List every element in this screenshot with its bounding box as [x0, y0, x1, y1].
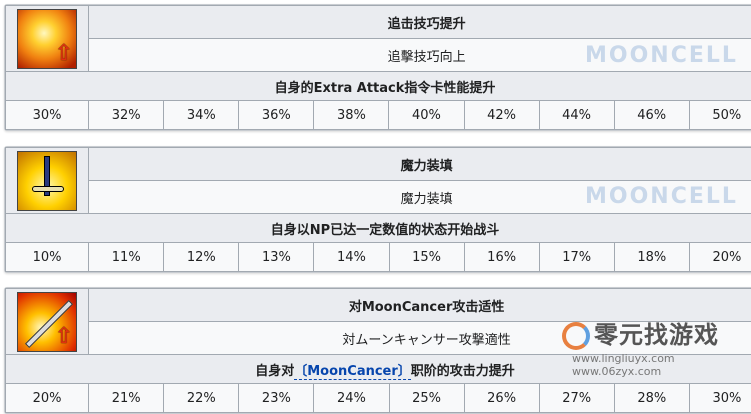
level-value: 20%	[689, 243, 751, 272]
level-value: 20%	[6, 384, 89, 413]
level-value: 17%	[539, 243, 614, 272]
skill-name: 对MoonCancer攻击适性	[89, 289, 751, 322]
level-value: 12%	[164, 243, 239, 272]
level-value: 13%	[239, 243, 314, 272]
level-value: 21%	[89, 384, 164, 413]
level-value: 30%	[689, 384, 751, 413]
level-value: 11%	[89, 243, 164, 272]
skill-card-1: ⇧ 追击技巧提升 追擊技巧向上 自身的Extra Attack指令卡性能提升 3…	[4, 4, 751, 131]
level-value: 34%	[164, 101, 239, 130]
skill-card-2: 魔力装填 魔力装填 自身以NP已达一定数值的状态开始战斗 10%11%12%13…	[4, 146, 751, 273]
skill-name-jp: 追擊技巧向上	[89, 39, 751, 72]
skill-description: 自身对〔MoonCancer〕职阶的攻击力提升	[6, 355, 751, 384]
level-value: 38%	[314, 101, 389, 130]
skill-card-3: ⇧ 对MoonCancer攻击适性 対ムーンキャンサー攻撃適性 自身对〔Moon…	[4, 287, 751, 414]
mooncancer-link[interactable]: 〔MoonCancer〕	[294, 364, 411, 380]
level-value: 46%	[614, 101, 689, 130]
level-value: 18%	[614, 243, 689, 272]
level-value: 16%	[464, 243, 539, 272]
level-value: 28%	[614, 384, 689, 413]
skill-name-jp: 対ムーンキャンサー攻撃適性	[89, 322, 751, 355]
desc-text: 自身对	[255, 364, 294, 379]
level-value: 44%	[539, 101, 614, 130]
level-value: 25%	[389, 384, 464, 413]
skill-description: 自身以NP已达一定数值的状态开始战斗	[6, 214, 751, 243]
skill-name-jp: 魔力装填	[89, 181, 751, 214]
level-value: 24%	[314, 384, 389, 413]
level-value: 50%	[689, 101, 751, 130]
sword-np-charge-icon	[17, 151, 77, 211]
level-value: 10%	[6, 243, 89, 272]
skill-name: 魔力装填	[89, 148, 751, 181]
skill-description: 自身的Extra Attack指令卡性能提升	[6, 72, 751, 101]
level-value: 26%	[464, 384, 539, 413]
sword-attack-up-icon: ⇧	[17, 292, 77, 352]
desc-text: 职阶的攻击力提升	[411, 364, 515, 379]
level-value: 27%	[539, 384, 614, 413]
level-value: 15%	[389, 243, 464, 272]
level-value: 36%	[239, 101, 314, 130]
level-value: 42%	[464, 101, 539, 130]
level-value: 32%	[89, 101, 164, 130]
extra-attack-up-icon: ⇧	[17, 9, 77, 69]
level-value: 14%	[314, 243, 389, 272]
level-value: 30%	[6, 101, 89, 130]
skill-name: 追击技巧提升	[89, 6, 751, 39]
level-value: 23%	[239, 384, 314, 413]
level-value: 22%	[164, 384, 239, 413]
level-value: 40%	[389, 101, 464, 130]
